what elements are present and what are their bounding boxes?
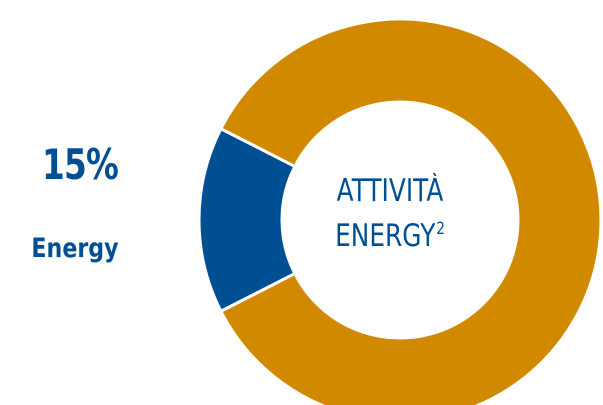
energy-name-label: Energy bbox=[31, 233, 119, 264]
center-label-footnote-marker: 2 bbox=[436, 219, 445, 239]
donut-center-label: ATTIVITÀ ENERGY2 bbox=[332, 172, 447, 255]
donut-slice-other bbox=[219, 17, 603, 405]
center-label-line2-text: ENERGY bbox=[335, 218, 436, 254]
center-label-line1: ATTIVITÀ bbox=[336, 173, 444, 209]
energy-percent-label: 15% bbox=[41, 140, 119, 189]
center-label-line2: ENERGY2 bbox=[332, 210, 447, 255]
